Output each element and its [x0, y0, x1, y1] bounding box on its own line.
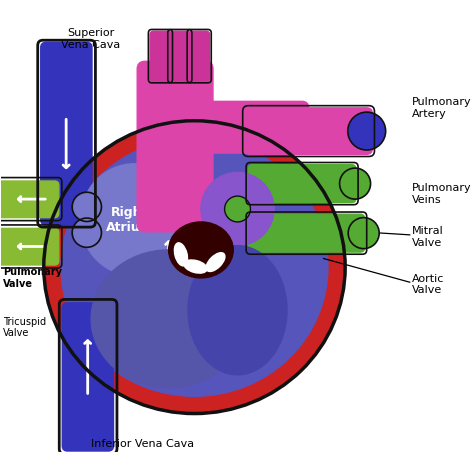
- FancyBboxPatch shape: [245, 108, 372, 155]
- Text: Left
Atrium: Left Atrium: [212, 196, 250, 218]
- Circle shape: [349, 219, 378, 248]
- Text: Mitral
Valve: Mitral Valve: [412, 226, 444, 248]
- FancyBboxPatch shape: [0, 228, 59, 265]
- Ellipse shape: [61, 138, 328, 396]
- Text: Aortic
Valve: Aortic Valve: [412, 273, 444, 295]
- Circle shape: [348, 113, 385, 149]
- FancyBboxPatch shape: [248, 214, 365, 252]
- Ellipse shape: [188, 246, 287, 375]
- Ellipse shape: [44, 121, 345, 413]
- Ellipse shape: [81, 164, 188, 276]
- Text: Inferior Vena Cava: Inferior Vena Cava: [91, 439, 194, 449]
- Text: Pulmonary
Artery: Pulmonary Artery: [412, 97, 472, 118]
- FancyBboxPatch shape: [179, 101, 309, 153]
- Circle shape: [73, 219, 100, 246]
- Ellipse shape: [201, 173, 274, 246]
- Ellipse shape: [91, 250, 246, 388]
- Text: Superior
Vena Cava: Superior Vena Cava: [62, 28, 121, 50]
- FancyBboxPatch shape: [189, 31, 210, 81]
- Circle shape: [340, 169, 370, 198]
- Ellipse shape: [206, 253, 225, 272]
- Text: Aorta: Aorta: [156, 106, 194, 118]
- Text: Left
Ventricle: Left Ventricle: [210, 308, 265, 329]
- FancyBboxPatch shape: [170, 31, 190, 81]
- FancyBboxPatch shape: [0, 181, 59, 218]
- Ellipse shape: [174, 243, 188, 266]
- FancyBboxPatch shape: [41, 42, 92, 225]
- FancyBboxPatch shape: [150, 31, 171, 81]
- Text: Pulmonary
Veins: Pulmonary Veins: [412, 183, 472, 205]
- FancyBboxPatch shape: [62, 303, 113, 451]
- Circle shape: [73, 193, 100, 220]
- Text: Pulmonary
Valve: Pulmonary Valve: [3, 267, 62, 289]
- FancyBboxPatch shape: [137, 61, 213, 232]
- Ellipse shape: [184, 260, 207, 273]
- Text: Right
Atrium: Right Atrium: [106, 206, 154, 234]
- FancyBboxPatch shape: [248, 164, 356, 202]
- Text: Tricuspid
Valve: Tricuspid Valve: [3, 317, 46, 338]
- Text: Right
Ventricle: Right Ventricle: [129, 313, 191, 341]
- Ellipse shape: [169, 222, 233, 278]
- Circle shape: [226, 197, 250, 221]
